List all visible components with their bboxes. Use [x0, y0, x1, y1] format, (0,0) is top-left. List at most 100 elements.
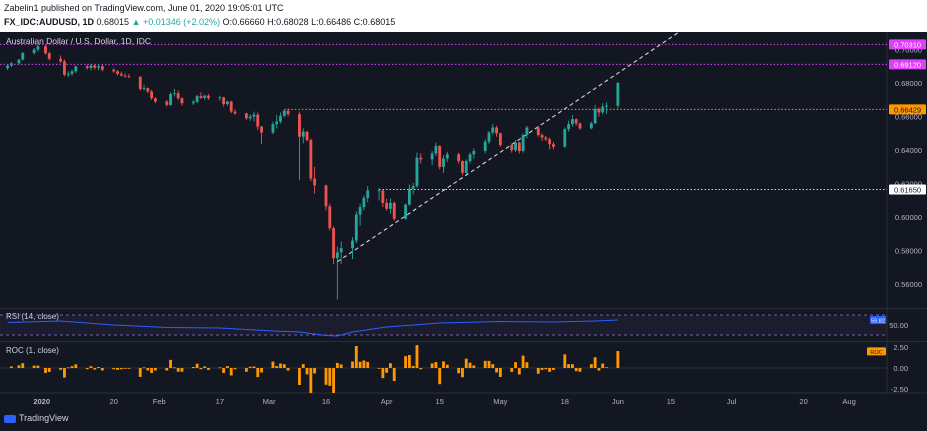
roc-bar — [430, 363, 434, 368]
roc-bar — [85, 368, 89, 370]
roc-bar — [150, 368, 154, 373]
candle-body — [260, 126, 263, 133]
candle-body — [601, 106, 605, 113]
roc-bar — [97, 367, 100, 368]
rsi-last-badge — [870, 316, 886, 324]
roc-bar — [59, 368, 63, 370]
roc-bar — [142, 367, 146, 369]
candle-body — [434, 145, 438, 154]
candle-body — [366, 190, 370, 198]
candle-body — [567, 124, 571, 130]
roc-bar — [461, 368, 464, 378]
roc-bar — [525, 362, 529, 368]
roc-bar — [517, 368, 521, 375]
candle-body — [464, 161, 468, 173]
candle-body — [271, 124, 275, 133]
roc-bar — [9, 366, 13, 368]
roc-bar — [324, 368, 328, 385]
candle-body — [112, 69, 116, 72]
tradingview-logo-icon — [4, 414, 16, 423]
roc-bar — [248, 366, 252, 368]
candle-body — [127, 76, 131, 78]
roc-bar — [66, 367, 70, 369]
time-tick-label: Jul — [727, 397, 737, 406]
roc-bar — [226, 366, 229, 368]
ohlc-values: O:0.66660 H:0.68028 L:0.66486 C:0.68015 — [222, 17, 396, 27]
chart-canvas[interactable]: Australian Dollar / U.S. Dollar, 1D, IDC… — [0, 32, 927, 413]
candle-body — [525, 127, 529, 136]
price-axis-badge-label: 0.66429 — [894, 105, 921, 114]
time-tick-label: 16 — [322, 397, 330, 406]
rsi-last-badge-label: 59.82 — [871, 319, 885, 325]
candle-body — [510, 145, 514, 151]
roc-bar — [419, 368, 423, 370]
roc-bar — [222, 368, 226, 373]
candle-body — [351, 240, 354, 249]
roc-tick-label: 2.50 — [893, 343, 908, 352]
main-chart-title: Australian Dollar / U.S. Dollar, 1D, IDC — [6, 36, 151, 46]
symbol-name: FX_IDC:AUDUSD, 1D — [4, 17, 95, 27]
candle-body — [180, 98, 184, 104]
roc-bar — [354, 345, 358, 368]
time-tick-label: Feb — [153, 397, 166, 406]
roc-bar — [260, 368, 263, 373]
price-axis-badge — [889, 39, 926, 50]
tradingview-logo: TradingView — [4, 413, 69, 423]
candle-body — [229, 101, 233, 112]
candle-body — [495, 127, 498, 134]
roc-bar — [44, 368, 47, 373]
candle-body — [419, 157, 423, 160]
roc-bar — [100, 368, 104, 371]
roc-bar — [366, 361, 370, 368]
roc-bar — [74, 364, 78, 368]
candle-body — [256, 114, 260, 127]
rsi-title: RSI (14, close) — [6, 312, 59, 321]
candle-body — [313, 178, 317, 186]
roc-bar — [415, 345, 419, 368]
roc-bar — [153, 368, 157, 371]
price-change: ▲ +0.01346 (+2.02%) — [131, 17, 221, 27]
roc-bar — [123, 368, 127, 369]
time-tick-label: 2020 — [33, 397, 50, 406]
candle-body — [85, 66, 89, 69]
candle-body — [362, 197, 366, 208]
roc-bar — [472, 365, 476, 368]
candle-body — [415, 157, 419, 187]
candle-body — [282, 110, 286, 116]
publish-line: Zabelin1 published on TradingView.com, J… — [4, 3, 284, 13]
candle-body — [430, 153, 434, 160]
candle-body — [165, 101, 169, 105]
candle-body — [457, 154, 461, 162]
candle-body — [116, 71, 119, 74]
candle-body — [47, 53, 51, 59]
roc-bar — [389, 363, 392, 368]
candle-body — [605, 105, 608, 107]
candle-body — [93, 65, 97, 68]
roc-bar — [521, 355, 525, 368]
candle-body — [324, 185, 328, 207]
time-tick-label: Apr — [381, 397, 393, 406]
candle-body — [286, 110, 290, 115]
price-tick-label: 0.56000 — [895, 280, 922, 289]
roc-bar — [407, 354, 411, 368]
candle-body — [17, 59, 21, 64]
roc-bar — [286, 368, 290, 371]
candle-body — [172, 93, 176, 95]
price-axis-badge — [889, 104, 926, 115]
time-tick-label: Mar — [263, 397, 276, 406]
roc-bar — [570, 364, 574, 368]
candle-body — [119, 73, 123, 76]
roc-bar — [381, 368, 385, 379]
time-tick-label: 18 — [561, 397, 569, 406]
roc-bar — [404, 356, 408, 368]
roc-bar — [544, 368, 548, 370]
roc-bar — [411, 365, 415, 368]
candle-body — [487, 132, 491, 142]
candle-body — [445, 154, 449, 159]
candle-body — [218, 97, 222, 99]
candle-body — [438, 145, 442, 167]
price-tick-label: 0.58000 — [895, 247, 922, 256]
roc-last-badge — [867, 347, 886, 356]
candle-body — [44, 46, 47, 54]
price-tick-label: 0.62000 — [895, 180, 922, 189]
